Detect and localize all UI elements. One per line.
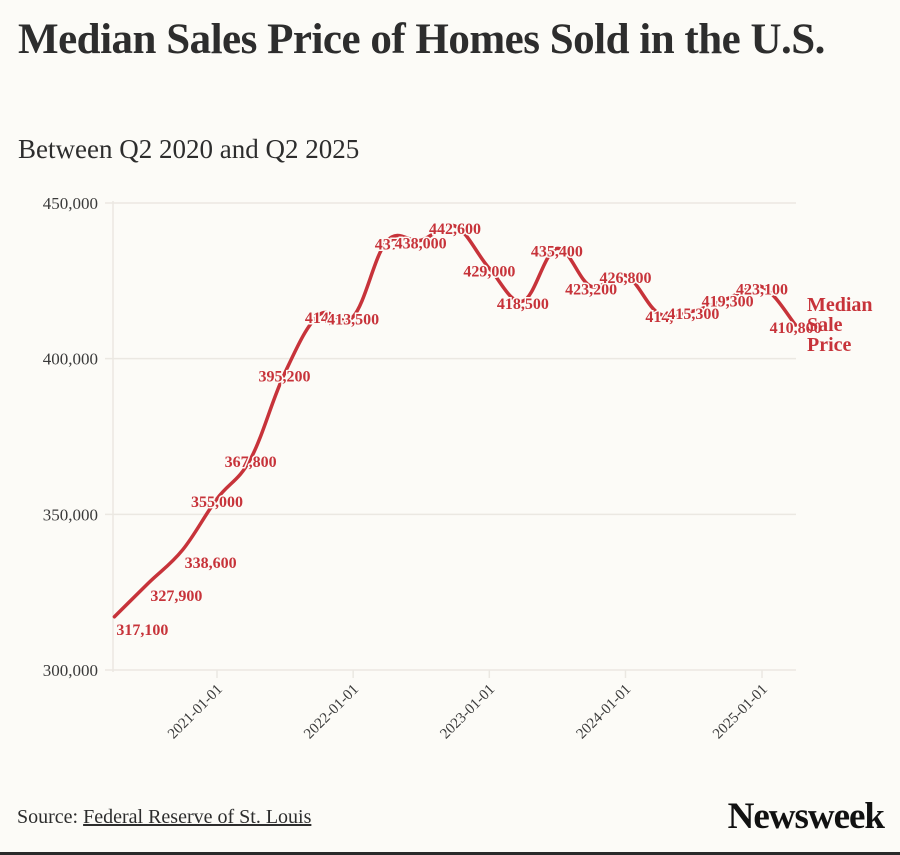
data-label-text: 437 [375, 236, 399, 253]
source-note: Source: Federal Reserve of St. Louis [17, 806, 311, 829]
data-label: 423,100 [735, 280, 790, 300]
series-layer [112, 223, 798, 619]
series-label-line: Sale [807, 314, 843, 336]
data-label: 419,300 [700, 292, 755, 312]
data-label: 426,800 [598, 269, 653, 289]
data-label-text: 410,800 [770, 320, 822, 337]
series-line-median-sale-price [112, 223, 798, 619]
data-label: 442,600 [427, 220, 482, 240]
series-label-line: Price [807, 334, 852, 356]
data-label-text: 423,200 [565, 281, 617, 298]
data-label-text: 429,000 [463, 263, 515, 280]
source-link[interactable]: Federal Reserve of St. Louis [83, 806, 312, 828]
y-tick-label: 400,000 [43, 350, 98, 369]
data-label: 327,900 [149, 587, 204, 607]
data-label: 437 [373, 235, 400, 255]
data-label: 423,200 [564, 280, 619, 300]
data-label: 395,200 [257, 367, 312, 387]
y-tick-label: 450,000 [43, 194, 98, 213]
data-label-text: 327,900 [150, 588, 202, 605]
data-label-text: 367,800 [225, 454, 277, 471]
data-label-text: 413,500 [327, 312, 379, 329]
x-tick-label: 2022-01-01 [301, 682, 362, 743]
chart-title: Median Sales Price of Homes Sold in the … [18, 16, 825, 63]
data-label-text: 435,400 [531, 243, 583, 260]
data-label: 317,100 [115, 620, 170, 640]
data-label-text: 317,100 [116, 622, 168, 639]
data-label: 338,600 [183, 553, 238, 573]
data-label-text: 418,500 [497, 296, 549, 313]
source-prefix: Source: [17, 806, 84, 828]
data-label-text: 423,100 [736, 282, 788, 299]
data-label-text: 438,000 [395, 235, 447, 252]
chart-subtitle: Between Q2 2020 and Q2 2025 [18, 134, 360, 164]
y-tick-label: 300,000 [43, 661, 98, 680]
data-label: 415,300 [666, 305, 721, 325]
data-label: 429,000 [462, 262, 517, 282]
x-tick-label: 2023-01-01 [437, 682, 498, 743]
data-label: 355,000 [190, 492, 245, 512]
x-tick-label: 2021-01-01 [165, 682, 226, 743]
data-label: 413,500 [326, 310, 381, 330]
data-label-text: 355,000 [191, 494, 243, 511]
data-label: 438,000 [393, 234, 448, 254]
data-label: 418,500 [495, 295, 550, 315]
data-label-text: 414, [645, 309, 673, 326]
newsweek-logo: Newsweek [727, 796, 885, 837]
data-labels: 317,100 327,900 338,600 355,000 367,800 395,2… [115, 220, 823, 641]
y-tick-label: 350,000 [43, 505, 98, 524]
x-tick-label: 2024-01-01 [573, 682, 634, 743]
data-label-text: 415,300 [667, 306, 719, 323]
x-axis: 2021-01-01 2022-01-01 2023-01-01 2024-01-01… [165, 670, 771, 742]
data-label-text: 442,600 [429, 221, 481, 238]
y-axis: 300,000 350,000 400,000 450,000 [43, 194, 98, 680]
series-label-line: Median [807, 294, 873, 316]
data-label: 414, [644, 307, 675, 327]
data-label: 414, [303, 309, 334, 329]
data-label: 410,800 [768, 319, 823, 339]
data-label-text: 395,200 [259, 369, 311, 386]
data-label-text: 426,800 [599, 270, 651, 287]
gridlines [105, 201, 796, 672]
data-label: 367,800 [223, 452, 278, 472]
data-label-text: 419,300 [702, 294, 754, 311]
data-label-text: 338,600 [185, 555, 237, 572]
data-label-text: 414, [305, 310, 333, 327]
data-label: 435,400 [529, 242, 584, 262]
bottom-divider [0, 852, 900, 855]
x-tick-label: 2025-01-01 [710, 682, 771, 743]
